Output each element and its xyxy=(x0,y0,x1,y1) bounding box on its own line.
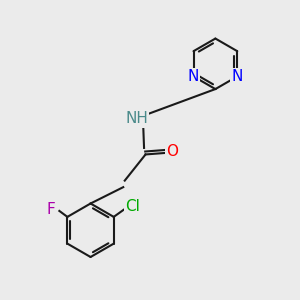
Text: Cl: Cl xyxy=(126,199,140,214)
Text: N: N xyxy=(188,69,199,84)
Text: F: F xyxy=(47,202,56,217)
Text: NH: NH xyxy=(125,111,148,126)
Text: N: N xyxy=(232,69,243,84)
Text: O: O xyxy=(166,144,178,159)
